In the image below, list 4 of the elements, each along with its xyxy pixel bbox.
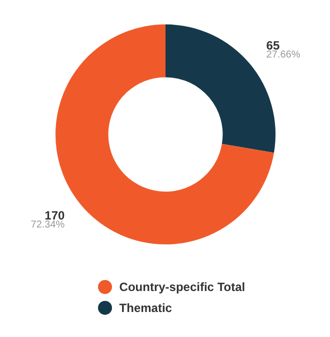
legend-label: Thematic — [119, 300, 172, 315]
legend-label: Country-specific Total — [119, 280, 246, 294]
data-label: 170 72.34% — [30, 208, 66, 230]
data-label: 65 27.66% — [266, 38, 300, 60]
